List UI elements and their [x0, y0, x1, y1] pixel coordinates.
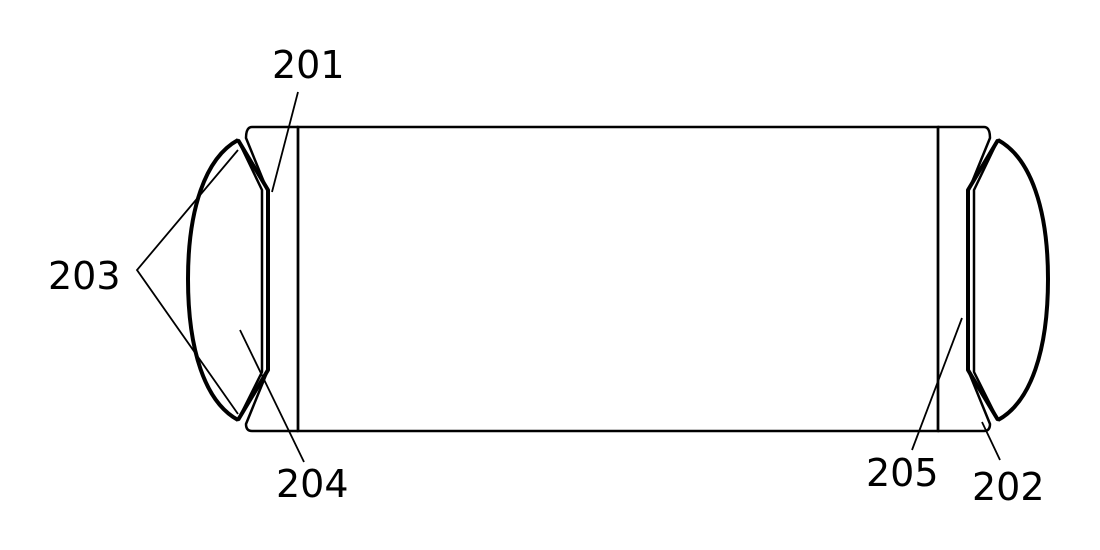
leader-203: [135, 149, 239, 415]
label-201: 201: [272, 43, 345, 87]
central-bore: [296, 125, 940, 433]
left-inner-ring: [244, 125, 300, 433]
left-outer-ring: [186, 138, 264, 422]
leader-205: [911, 317, 963, 451]
label-205: 205: [866, 451, 939, 495]
label-202: 202: [972, 465, 1045, 509]
right-outer-ring: [972, 138, 1050, 422]
leader-201: [271, 91, 299, 193]
left-outer-contour: [186, 138, 239, 422]
leader-202: [981, 421, 1001, 461]
left-contact-line: [236, 138, 270, 422]
leader-204: [239, 329, 305, 463]
label-204: 204: [276, 462, 349, 506]
label-203: 203: [48, 254, 121, 298]
right-contact-line: [966, 138, 1000, 422]
right-outer-contour: [997, 138, 1050, 422]
